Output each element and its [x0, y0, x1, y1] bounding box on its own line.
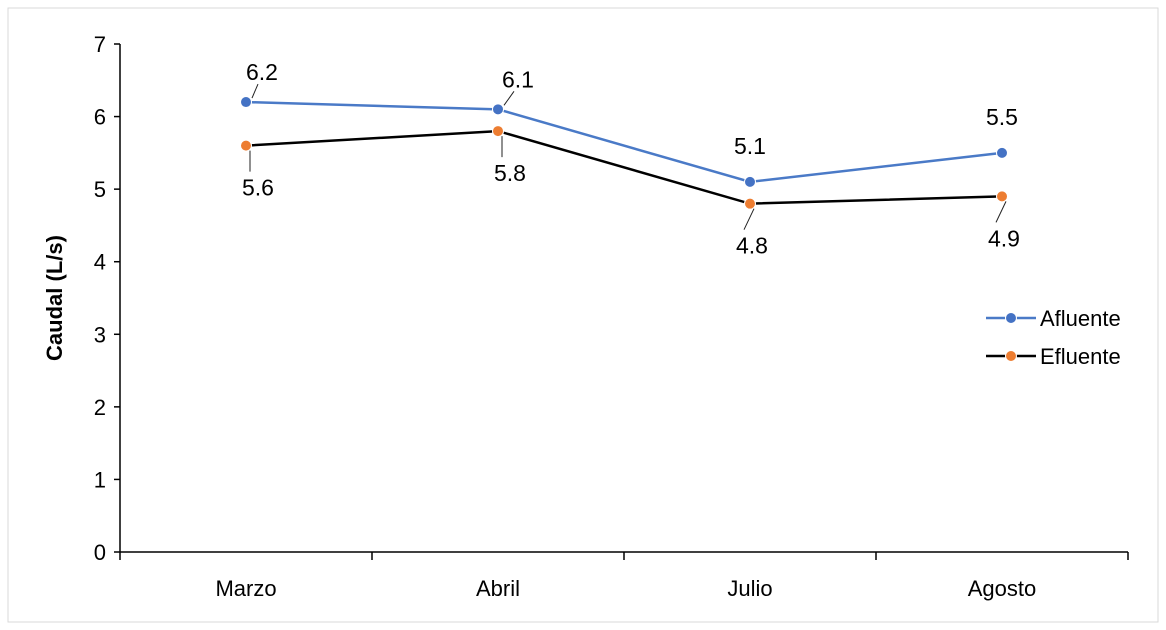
chart-border	[7, 7, 1159, 623]
y-tick-labels: 0 1 2 3 4 5 6 7	[94, 32, 106, 565]
data-label-afluente: 5.5	[986, 104, 1018, 130]
data-point-efluente	[744, 197, 756, 210]
series	[240, 96, 1008, 210]
data-label-leader	[251, 83, 259, 99]
data-label-leader	[503, 91, 515, 106]
data-label-afluente: 6.1	[502, 66, 534, 92]
data-point-afluente	[492, 103, 504, 116]
data-label-efluente: 5.6	[242, 175, 274, 201]
data-label-leader	[995, 201, 1007, 223]
data-label-efluente: 4.9	[988, 225, 1020, 251]
data-label-leader	[743, 208, 755, 230]
legend-marker-efluente	[1005, 350, 1017, 362]
legend-label-afluente: Afluente	[1040, 306, 1121, 331]
y-tick-label: 7	[94, 32, 106, 57]
y-tick-label: 1	[94, 467, 106, 492]
y-axis-title: Caudal (L/s)	[42, 235, 67, 361]
y-tick-label: 3	[94, 322, 106, 347]
data-labels: 6.2 6.1 5.1 5.5 5.6 5.8 4.8 4.9	[242, 59, 1020, 259]
x-tick-label: Agosto	[968, 576, 1037, 601]
x-tick-labels: Marzo Abril Julio Agosto	[215, 576, 1036, 601]
y-tick-label: 5	[94, 177, 106, 202]
y-tick-label: 2	[94, 395, 106, 420]
axes	[114, 43, 1129, 560]
series-line-efluente	[245, 129, 1003, 205]
data-point-afluente	[996, 146, 1008, 159]
y-tick-label: 0	[94, 540, 106, 565]
legend-label-efluente: Efluente	[1040, 344, 1121, 369]
data-point-efluente	[492, 125, 504, 138]
x-tick-label: Abril	[476, 576, 520, 601]
data-point-afluente	[744, 175, 756, 188]
x-tick-label: Julio	[727, 576, 772, 601]
data-point-afluente	[240, 96, 252, 109]
y-tick-label: 6	[94, 105, 106, 130]
data-label-efluente: 4.8	[736, 233, 768, 259]
legend-marker-afluente	[1005, 312, 1017, 324]
data-point-efluente	[996, 190, 1008, 203]
series-line-afluente	[245, 100, 1003, 184]
data-label-efluente: 5.8	[494, 160, 526, 186]
legend: Afluente Efluente	[986, 306, 1121, 369]
data-label-afluente: 6.2	[246, 59, 278, 85]
data-point-efluente	[240, 139, 252, 152]
data-label-afluente: 5.1	[734, 133, 766, 159]
x-tick-label: Marzo	[215, 576, 276, 601]
y-tick-label: 4	[94, 250, 106, 275]
